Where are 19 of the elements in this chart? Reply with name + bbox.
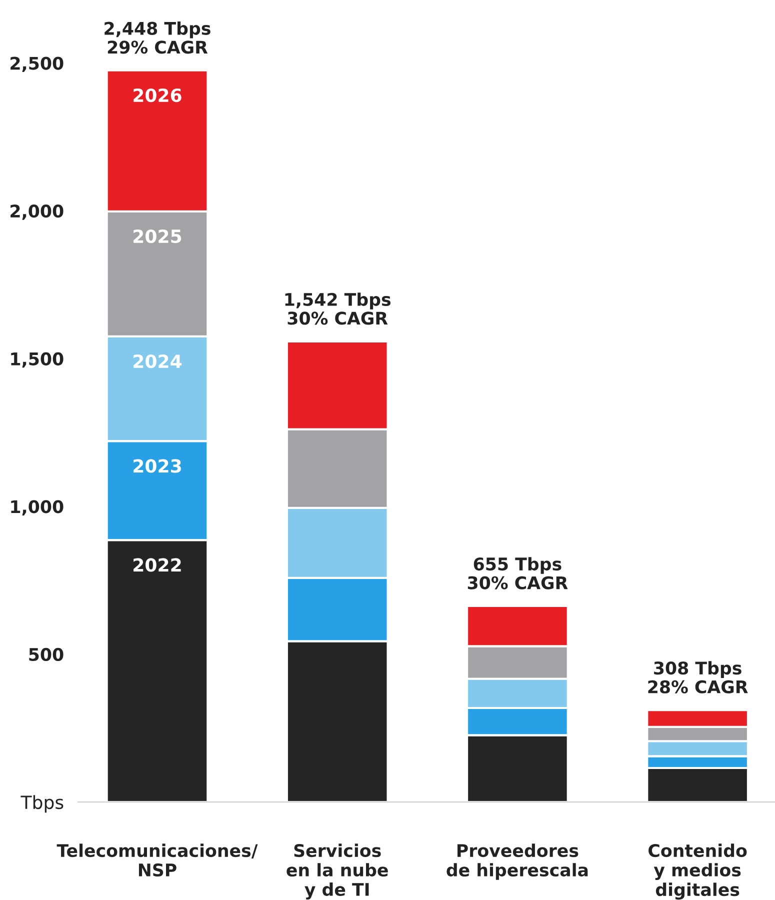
y-tick-label: Tbps xyxy=(20,795,64,813)
y-tick-label: 1,000 xyxy=(11,500,64,516)
total-label: 2,448 Tbps 29% CAGR xyxy=(104,22,210,54)
y-tick-label: 500 xyxy=(29,648,64,662)
series-label: 2023 xyxy=(134,459,181,473)
total-label: 1,542 Tbps 30% CAGR xyxy=(285,292,391,325)
x-tick-label: Proveedores de hiperescala xyxy=(446,844,588,880)
x-tick-label: Servicios en la nube y de TI xyxy=(286,844,388,900)
y-tick-label: 2,000 xyxy=(10,204,64,220)
series-label: 2025 xyxy=(134,229,182,244)
series-label: 2022 xyxy=(134,558,181,572)
series-label: 2026 xyxy=(134,88,182,102)
y-tick-label: 2,500 xyxy=(10,56,64,72)
x-tick-label: Contenido y medios digitales xyxy=(648,844,747,900)
total-label: 308 Tbps 28% CAGR xyxy=(648,661,748,694)
series-label: 2024 xyxy=(134,354,182,368)
x-tick-label: Telecomunicaciones/ NSP xyxy=(56,844,258,877)
y-tick-label: 1,500 xyxy=(11,352,64,368)
total-label: 655 Tbps 30% CAGR xyxy=(468,557,568,590)
